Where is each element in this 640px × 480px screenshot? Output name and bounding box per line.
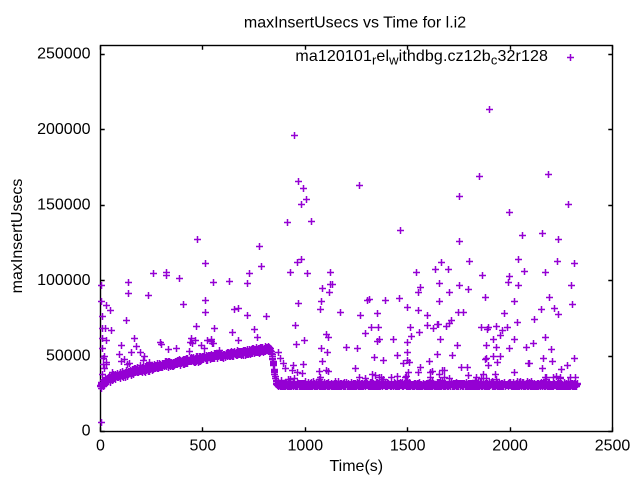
svg-text:Time(s): Time(s) <box>329 458 383 475</box>
svg-text:maxInsertUsecs: maxInsertUsecs <box>9 179 26 294</box>
svg-text:1000: 1000 <box>288 438 324 455</box>
svg-text:2000: 2000 <box>492 438 528 455</box>
svg-text:150000: 150000 <box>37 197 90 214</box>
svg-text:500: 500 <box>190 438 217 455</box>
svg-text:200000: 200000 <box>37 121 90 138</box>
svg-text:2500: 2500 <box>595 438 631 455</box>
svg-text:0: 0 <box>82 423 91 440</box>
svg-text:100000: 100000 <box>37 272 90 289</box>
svg-text:ma120101relwithdbg.cz12bc32r12: ma120101relwithdbg.cz12bc32r128 <box>295 48 548 67</box>
svg-text:0: 0 <box>96 438 105 455</box>
svg-text:maxInsertUsecs vs Time for l.i: maxInsertUsecs vs Time for l.i2 <box>244 15 466 32</box>
svg-text:250000: 250000 <box>37 46 90 63</box>
svg-text:1500: 1500 <box>390 438 426 455</box>
svg-text:50000: 50000 <box>46 347 91 364</box>
